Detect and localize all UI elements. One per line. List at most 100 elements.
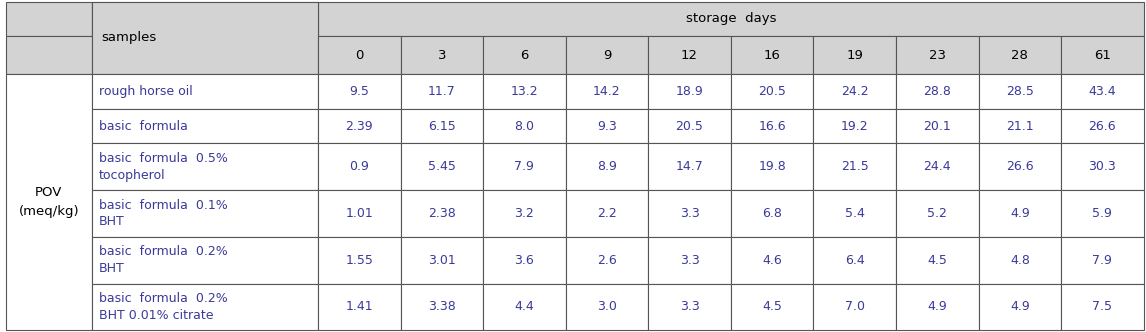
Bar — [6, 36, 92, 74]
Text: 28: 28 — [1012, 49, 1028, 62]
Text: basic  formula  0.2%
BHT 0.01% citrate: basic formula 0.2% BHT 0.01% citrate — [99, 292, 227, 322]
Text: 7.9: 7.9 — [515, 160, 534, 173]
Bar — [400, 190, 484, 237]
Bar — [649, 237, 731, 284]
Text: 28.5: 28.5 — [1006, 85, 1034, 98]
Bar — [979, 36, 1061, 74]
Text: 19: 19 — [846, 49, 863, 62]
Bar — [731, 284, 814, 330]
Text: 3.2: 3.2 — [515, 207, 534, 220]
Text: 3.38: 3.38 — [427, 300, 456, 313]
Text: 16: 16 — [763, 49, 780, 62]
Bar — [484, 143, 566, 190]
Bar — [6, 2, 92, 36]
Text: 26.6: 26.6 — [1006, 160, 1034, 173]
Text: 43.4: 43.4 — [1089, 85, 1116, 98]
Bar — [896, 36, 979, 74]
Text: basic  formula  0.1%
BHT: basic formula 0.1% BHT — [99, 199, 227, 228]
Text: 7.5: 7.5 — [1092, 300, 1113, 313]
Text: 16.6: 16.6 — [759, 120, 786, 132]
Bar — [1061, 284, 1144, 330]
Text: 5.4: 5.4 — [845, 207, 864, 220]
Text: 5.45: 5.45 — [427, 160, 456, 173]
Bar — [896, 190, 979, 237]
Bar — [979, 109, 1061, 143]
Text: 11.7: 11.7 — [427, 85, 456, 98]
Text: 4.9: 4.9 — [1010, 300, 1030, 313]
Bar — [649, 143, 731, 190]
Bar — [896, 74, 979, 109]
Bar — [979, 190, 1061, 237]
Text: 6: 6 — [520, 49, 528, 62]
Bar — [92, 284, 317, 330]
Text: 2.6: 2.6 — [597, 254, 617, 267]
Bar — [814, 36, 896, 74]
Bar — [566, 143, 649, 190]
Text: 21.1: 21.1 — [1006, 120, 1034, 132]
Bar — [400, 143, 484, 190]
Text: 7.0: 7.0 — [845, 300, 865, 313]
Text: 4.9: 4.9 — [1010, 207, 1030, 220]
Text: POV
(meq/kg): POV (meq/kg) — [18, 186, 79, 218]
Bar — [1061, 109, 1144, 143]
Bar — [400, 74, 484, 109]
Text: basic  formula  0.2%
BHT: basic formula 0.2% BHT — [99, 245, 227, 275]
Text: 1.01: 1.01 — [345, 207, 374, 220]
Text: 12: 12 — [681, 49, 698, 62]
Bar — [566, 36, 649, 74]
Bar — [92, 2, 317, 36]
Bar — [649, 109, 731, 143]
Bar — [317, 284, 400, 330]
Text: 24.4: 24.4 — [924, 160, 951, 173]
Text: 23: 23 — [928, 49, 945, 62]
Text: 2.38: 2.38 — [427, 207, 456, 220]
Bar — [400, 237, 484, 284]
Text: samples: samples — [101, 31, 156, 44]
Bar — [896, 237, 979, 284]
Bar — [92, 74, 317, 109]
Bar — [400, 36, 484, 74]
Bar — [92, 109, 317, 143]
Text: 3.0: 3.0 — [597, 300, 617, 313]
Bar — [814, 237, 896, 284]
Bar — [484, 190, 566, 237]
Text: 28.8: 28.8 — [924, 85, 951, 98]
Bar — [317, 74, 400, 109]
Bar — [649, 74, 731, 109]
Text: 9.5: 9.5 — [350, 85, 369, 98]
Bar — [814, 109, 896, 143]
Text: 14.2: 14.2 — [594, 85, 621, 98]
Bar — [317, 2, 1144, 36]
Text: 7.9: 7.9 — [1092, 254, 1113, 267]
Text: 4.9: 4.9 — [927, 300, 947, 313]
Bar — [979, 237, 1061, 284]
Text: 9: 9 — [603, 49, 611, 62]
Bar — [317, 190, 400, 237]
Text: 4.4: 4.4 — [515, 300, 534, 313]
Bar — [317, 237, 400, 284]
Text: 4.5: 4.5 — [927, 254, 948, 267]
Bar — [649, 190, 731, 237]
Bar — [731, 109, 814, 143]
Text: 19.8: 19.8 — [759, 160, 786, 173]
Bar — [317, 143, 400, 190]
Bar — [484, 36, 566, 74]
Bar — [317, 109, 400, 143]
Text: 18.9: 18.9 — [676, 85, 704, 98]
Text: 1.41: 1.41 — [345, 300, 374, 313]
Bar — [92, 2, 317, 74]
Bar — [1061, 36, 1144, 74]
Text: basic  formula  0.5%
tocopherol: basic formula 0.5% tocopherol — [99, 152, 227, 182]
Text: storage  days: storage days — [685, 13, 776, 26]
Bar — [1061, 237, 1144, 284]
Bar — [731, 143, 814, 190]
Text: 4.8: 4.8 — [1010, 254, 1030, 267]
Bar — [814, 143, 896, 190]
Text: 4.6: 4.6 — [762, 254, 782, 267]
Text: 6.4: 6.4 — [845, 254, 864, 267]
Bar — [92, 190, 317, 237]
Bar — [649, 36, 731, 74]
Text: 3.3: 3.3 — [680, 254, 699, 267]
Bar — [896, 284, 979, 330]
Text: 3.01: 3.01 — [427, 254, 456, 267]
